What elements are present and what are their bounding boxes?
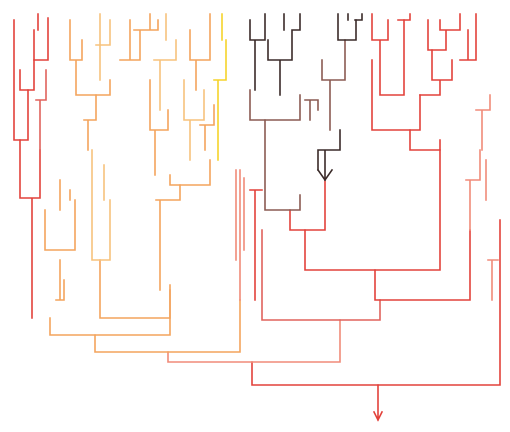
dendrogram-branch-36 — [304, 99, 319, 121]
dendrogram-branch-48 — [427, 13, 461, 51]
dendrogram-branch-6 — [49, 284, 171, 336]
dendrogram-branch-25 — [189, 13, 211, 91]
dendrogram-branch-14 — [99, 259, 171, 319]
dendrogram-branch-23 — [153, 13, 177, 111]
dendrogram-branch-1 — [372, 384, 384, 422]
dendrogram-branch-4 — [94, 299, 241, 353]
dendrogram-branch-3 — [167, 319, 341, 363]
dendrogram-branch-20 — [155, 184, 181, 291]
dendrogram-branch-51 — [465, 149, 481, 231]
dendrogram-branch-46 — [397, 13, 411, 21]
dendrogram-branch-47 — [419, 49, 453, 96]
dendrogram-branch-41 — [316, 168, 334, 182]
dendrogram-branch-45 — [371, 13, 405, 96]
dendrogram-branch-33 — [249, 89, 301, 121]
dendrogram-branches — [13, 13, 501, 422]
dendrogram-branch-18 — [95, 13, 111, 81]
dendrogram-branch-38 — [321, 39, 346, 131]
dendrogram-branch-30 — [304, 149, 441, 271]
dendrogram-branch-22 — [149, 79, 169, 176]
dendrogram-branch-5 — [235, 169, 245, 301]
dendrogram-branch-39 — [337, 13, 357, 41]
dendrogram-branch-35 — [267, 13, 301, 96]
dendrogram-branch-44 — [371, 59, 421, 131]
dendrogram-branch-32 — [264, 119, 301, 211]
dendrogram-branch-34 — [249, 13, 266, 91]
dendrogram-branch-24 — [183, 79, 205, 161]
dendrogram-branch-7 — [19, 139, 41, 319]
dendrogram-branch-13 — [55, 259, 65, 301]
dendrogram-branch-52 — [487, 259, 499, 301]
dendrogram-branch-21 — [169, 159, 211, 186]
dendrogram-branch-10 — [35, 69, 47, 151]
dendrogram-branch-43 — [409, 129, 441, 151]
dendrogram-branch-42 — [374, 229, 471, 301]
dendrogram-branch-16 — [83, 94, 97, 151]
dendrogram-branch-27 — [199, 104, 215, 151]
dendrogram-branch-9 — [19, 59, 35, 91]
dendrogram-branch-26 — [213, 13, 227, 161]
dendrogram-branch-2 — [251, 219, 501, 386]
dendrogram-branch-17 — [69, 19, 111, 96]
dendrogram-branch-11 — [33, 13, 49, 61]
dendrogram-branch-12 — [44, 179, 76, 251]
dendrogram-branch-31 — [289, 179, 326, 231]
dendrogram-branch-19 — [119, 13, 159, 61]
dendrogram-branch-15 — [91, 149, 111, 261]
dendrogram-branch-37 — [317, 129, 341, 181]
dendrogram-branch-8 — [13, 19, 29, 141]
dendrogram-branch-49 — [459, 13, 477, 61]
dendrogram-branch-28 — [261, 229, 381, 321]
dendrogram-branch-40 — [354, 13, 363, 21]
dendrogram-branch-50 — [475, 94, 491, 151]
dendrogram-branch-29 — [249, 189, 263, 301]
